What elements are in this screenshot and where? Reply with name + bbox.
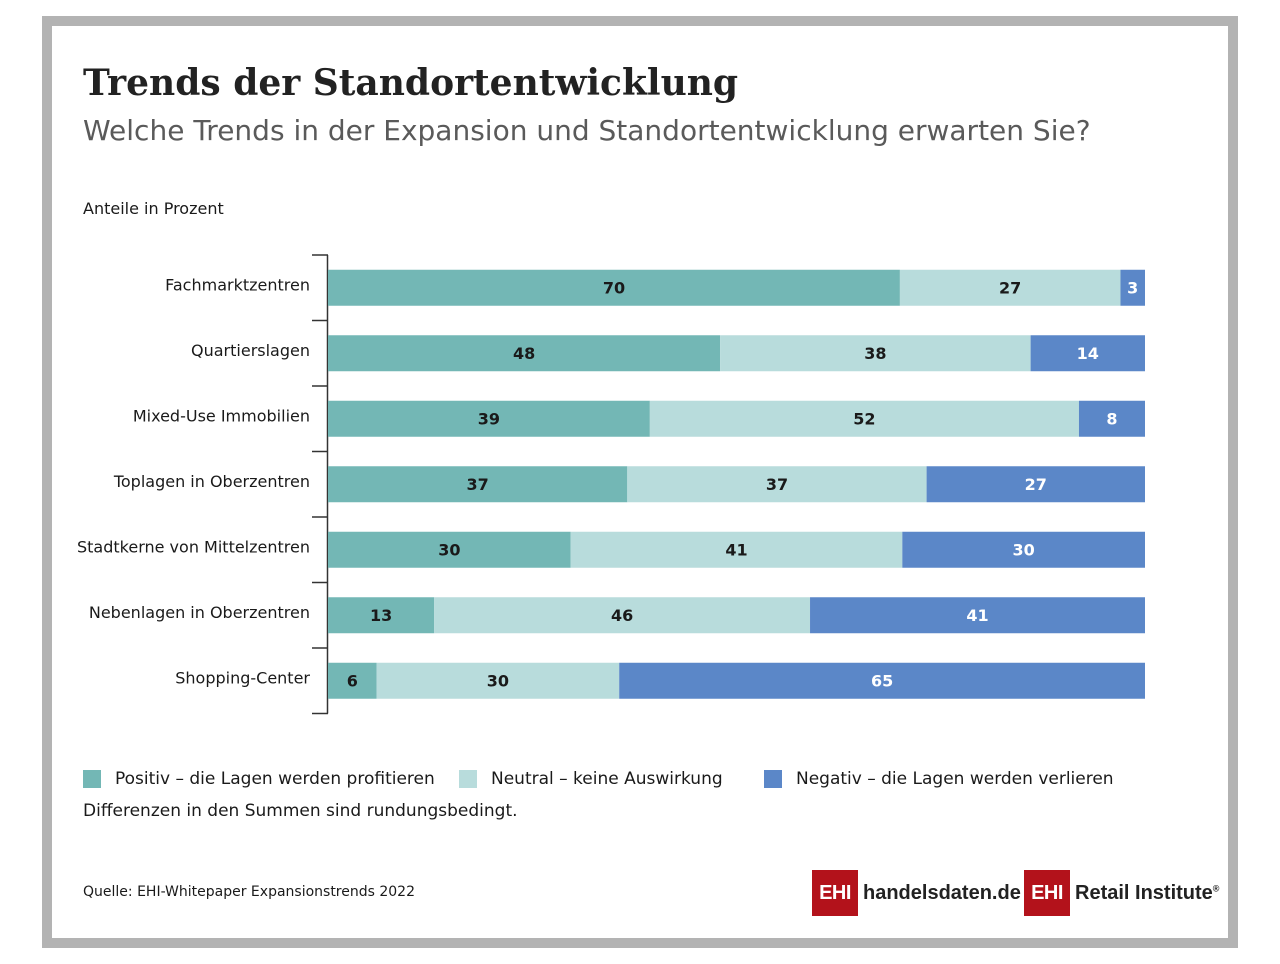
bar-positive-nebenlagen-in-oberzentren <box>328 597 435 634</box>
logo-handelsdaten: EHI handelsdaten.de <box>812 870 1021 916</box>
bar-negative-shopping-center <box>619 662 1145 699</box>
data-label-positive-nebenlagen-in-oberzentren: 13 <box>370 606 392 625</box>
bar-neutral-toplagen-in-oberzentren <box>627 466 927 503</box>
bar-negative-nebenlagen-in-oberzentren <box>810 597 1145 634</box>
logo-handelsdaten-text: handelsdaten.de <box>863 881 1021 904</box>
legend-swatch-positive <box>83 770 101 788</box>
source-note: Quelle: EHI-Whitepaper Expansionstrends … <box>83 884 416 900</box>
data-label-positive-fachmarktzentren: 70 <box>603 278 625 297</box>
bar-neutral-fachmarktzentren <box>899 269 1121 306</box>
bar-negative-quartierslagen <box>1030 335 1145 372</box>
data-label-positive-shopping-center: 6 <box>347 671 358 690</box>
data-label-neutral-shopping-center: 30 <box>487 671 509 690</box>
bar-neutral-shopping-center <box>376 662 620 699</box>
bar-positive-fachmarktzentren <box>328 269 900 306</box>
data-label-negative-nebenlagen-in-oberzentren: 41 <box>966 606 988 625</box>
data-label-positive-toplagen-in-oberzentren: 37 <box>467 475 489 494</box>
bar-negative-stadtkerne-von-mittelzentren <box>902 531 1145 568</box>
category-label-quartierslagen: Quartierslagen <box>191 341 310 360</box>
bar-neutral-mixed-use-immobilien <box>649 400 1079 437</box>
legend-label-neutral: Neutral – keine Auswirkung <box>491 769 723 789</box>
category-label-stadtkerne-von-mittelzentren: Stadtkerne von Mittelzentren <box>77 537 310 556</box>
data-label-positive-stadtkerne-von-mittelzentren: 30 <box>438 540 460 559</box>
legend-item-negative: Negativ – die Lagen werden verlieren <box>764 767 1114 791</box>
bar-positive-shopping-center <box>328 662 377 699</box>
logo-retail-institute-name: Retail Institute <box>1075 881 1213 904</box>
data-label-negative-mixed-use-immobilien: 8 <box>1106 409 1117 428</box>
data-label-negative-fachmarktzentren: 3 <box>1127 278 1138 297</box>
data-label-neutral-mixed-use-immobilien: 52 <box>853 409 875 428</box>
unit-label: Anteile in Prozent <box>83 199 224 218</box>
legend-label-positive: Positiv – die Lagen werden profitieren <box>115 769 435 789</box>
data-label-neutral-toplagen-in-oberzentren: 37 <box>766 475 788 494</box>
data-label-positive-mixed-use-immobilien: 39 <box>478 409 500 428</box>
logo-retail-institute-text: Retail Institute® <box>1075 882 1219 905</box>
data-label-negative-stadtkerne-von-mittelzentren: 30 <box>1013 540 1035 559</box>
legend-item-neutral: Neutral – keine Auswirkung <box>459 767 723 791</box>
bar-positive-toplagen-in-oberzentren <box>328 466 628 503</box>
ehi-mark: EHI <box>812 870 858 916</box>
logo-retail-institute: EHI Retail Institute® <box>1024 870 1219 916</box>
category-label-nebenlagen-in-oberzentren: Nebenlagen in Oberzentren <box>89 603 310 622</box>
bar-negative-toplagen-in-oberzentren <box>926 466 1145 503</box>
category-label-mixed-use-immobilien: Mixed-Use Immobilien <box>133 406 310 425</box>
data-label-neutral-stadtkerne-von-mittelzentren: 41 <box>725 540 747 559</box>
legend-swatch-negative <box>764 770 782 788</box>
bar-positive-quartierslagen <box>328 335 721 372</box>
data-label-neutral-fachmarktzentren: 27 <box>999 278 1021 297</box>
bar-negative-fachmarktzentren <box>1120 269 1145 306</box>
registered-mark: ® <box>1212 882 1220 893</box>
category-label-toplagen-in-oberzentren: Toplagen in Oberzentren <box>113 472 310 491</box>
rounding-note: Differenzen in den Summen sind rundungsb… <box>83 801 518 821</box>
bar-neutral-stadtkerne-von-mittelzentren <box>570 531 903 568</box>
bar-positive-stadtkerne-von-mittelzentren <box>328 531 571 568</box>
data-label-negative-toplagen-in-oberzentren: 27 <box>1025 475 1047 494</box>
category-label-fachmarktzentren: Fachmarktzentren <box>165 275 310 294</box>
chart-title: Trends der Standortentwicklung <box>83 62 739 104</box>
ehi-mark: EHI <box>1024 870 1070 916</box>
data-label-neutral-quartierslagen: 38 <box>864 344 886 363</box>
chart-subtitle: Welche Trends in der Expansion und Stand… <box>83 114 1091 147</box>
bar-positive-mixed-use-immobilien <box>328 400 650 437</box>
data-label-negative-shopping-center: 65 <box>871 671 893 690</box>
legend-label-negative: Negativ – die Lagen werden verlieren <box>796 769 1114 789</box>
legend-swatch-neutral <box>459 770 477 788</box>
data-label-positive-quartierslagen: 48 <box>513 344 535 363</box>
bar-neutral-nebenlagen-in-oberzentren <box>434 597 811 634</box>
legend-item-positive: Positiv – die Lagen werden profitieren <box>83 767 435 791</box>
bar-neutral-quartierslagen <box>720 335 1031 372</box>
data-label-negative-quartierslagen: 14 <box>1077 344 1099 363</box>
data-label-neutral-nebenlagen-in-oberzentren: 46 <box>611 606 633 625</box>
category-label-shopping-center: Shopping-Center <box>175 668 310 687</box>
bar-negative-mixed-use-immobilien <box>1078 400 1145 437</box>
